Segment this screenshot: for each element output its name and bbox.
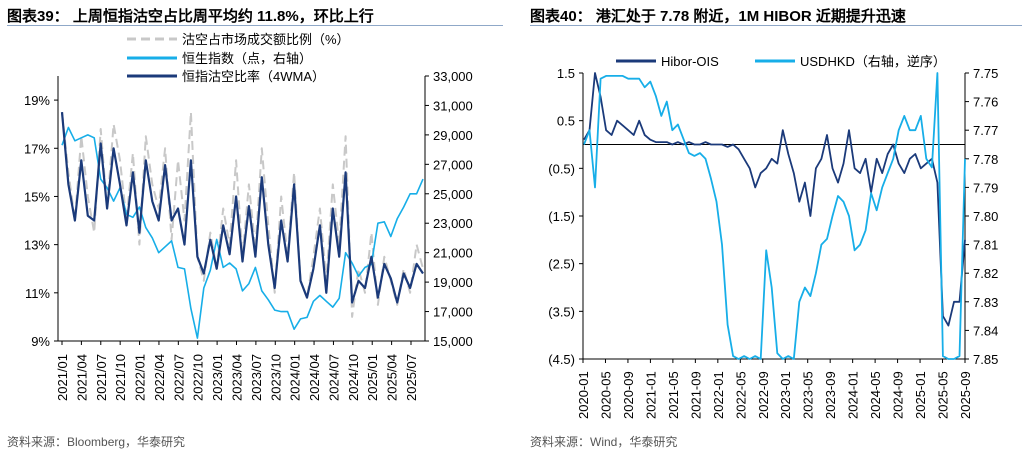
left-source-note: 资料来源：Bloomberg，华泰研究 <box>7 435 186 449</box>
right-source-note: 资料来源：Wind，华泰研究 <box>530 435 678 449</box>
left-tick-label: 11% <box>25 286 50 301</box>
legend-label: 沽空占市场成交额比例（%） <box>182 32 350 47</box>
legend-label: 恒生指数（点，右轴） <box>182 51 312 66</box>
x-tick-label: 2022/07 <box>171 354 186 401</box>
left-tick-label: 19% <box>24 93 50 108</box>
series-line-2 <box>60 112 424 304</box>
x-tick-label: 2025-01 <box>913 371 928 419</box>
series-line-1 <box>583 72 966 360</box>
right-tick-label: 7.78 <box>973 152 998 167</box>
short-selling-chart: 9% 11% 13% 15% 17% 19% 15,000 17,000 19,000 21,00… <box>24 32 473 401</box>
x-tick-label: 2021-05 <box>666 371 681 419</box>
right-tick-label: 7.77 <box>973 123 998 138</box>
x-tick-label: 2022/04 <box>152 354 167 401</box>
right-tick-label: 15,000 <box>433 334 473 349</box>
left-chart-title: 图表39： 上周恒指沽空占比周平均约 11.8%，环比上行 <box>7 8 374 25</box>
right-tick-label: 7.76 <box>973 95 998 110</box>
x-tick-label: 2020-01 <box>576 371 591 419</box>
x-tick-label: 2023-01 <box>778 371 793 419</box>
x-tick-label: 2021/07 <box>94 354 109 401</box>
right-tick-label: 25,000 <box>433 187 473 202</box>
x-tick-label: 2025/01 <box>365 354 380 401</box>
x-tick-label: 2020-05 <box>598 371 613 419</box>
left-tick-label: (1.5) <box>548 209 575 224</box>
x-tick-label: 2021-01 <box>643 371 658 419</box>
x-tick-label: 2024/10 <box>346 354 361 401</box>
legend-label: USDHKD（右轴，逆序） <box>800 54 946 69</box>
right-tick-label: 7.85 <box>973 352 998 367</box>
left-tick-label: 15% <box>24 189 50 204</box>
legend-label: Hibor-OIS <box>661 54 719 69</box>
x-tick-label: 2024-09 <box>891 371 906 419</box>
left-tick-label: 17% <box>24 141 50 156</box>
right-tick-label: 31,000 <box>433 98 473 113</box>
right-tick-label: 7.81 <box>973 238 998 253</box>
x-tick-label: 2023/04 <box>230 354 245 401</box>
right-tick-label: 19,000 <box>433 275 473 290</box>
x-tick-label: 2022/10 <box>191 354 206 401</box>
right-tick-label: 23,000 <box>433 216 473 231</box>
right-tick-label: 7.82 <box>973 266 998 281</box>
left-tick-label: 9% <box>31 334 50 349</box>
right-tick-label: 17,000 <box>433 305 473 320</box>
x-tick-label: 2025-05 <box>936 371 951 419</box>
x-tick-label: 2023-09 <box>823 371 838 419</box>
x-tick-label: 2023/07 <box>249 354 264 401</box>
left-tick-label: (3.5) <box>548 304 575 319</box>
x-tick-label: 2023/01 <box>210 354 225 401</box>
right-tick-label: 7.79 <box>973 180 998 195</box>
x-tick-label: 2025/07 <box>404 354 419 401</box>
right-title-divider <box>530 25 1022 26</box>
left-tick-label: (4.5) <box>548 352 575 367</box>
legend-label: 恒指沽空比率（4WMA） <box>182 69 325 84</box>
x-tick-label: 2022-09 <box>756 371 771 419</box>
x-tick-label: 2023-05 <box>801 371 816 419</box>
x-tick-label: 2024/01 <box>288 354 303 401</box>
left-tick-label: 0.5 <box>557 114 575 129</box>
x-tick-label: 2022-05 <box>733 371 748 419</box>
series-line-0 <box>583 72 966 327</box>
x-tick-label: 2022/01 <box>133 354 148 401</box>
right-tick-label: 33,000 <box>433 69 473 84</box>
x-tick-label: 2024/04 <box>307 354 322 401</box>
x-tick-label: 2021/10 <box>113 354 128 401</box>
left-tick-label: (0.5) <box>548 161 575 176</box>
x-tick-label: 2025-09 <box>958 371 973 419</box>
x-tick-label: 2021/04 <box>74 354 89 401</box>
x-tick-label: 2025/04 <box>385 354 400 401</box>
right-tick-label: 7.80 <box>973 209 998 224</box>
x-tick-label: 2024-01 <box>846 371 861 419</box>
x-tick-label: 2024-05 <box>868 371 883 419</box>
x-tick-label: 2022-01 <box>711 371 726 419</box>
left-tick-label: 13% <box>24 238 50 253</box>
x-tick-label: 2023/10 <box>268 354 283 401</box>
right-tick-label: 7.84 <box>973 323 998 338</box>
right-tick-label: 7.83 <box>973 295 998 310</box>
left-tick-label: 1.5 <box>557 66 575 81</box>
x-tick-label: 2024/07 <box>326 354 341 401</box>
left-tick-label: (2.5) <box>548 257 575 272</box>
right-chart-title: 图表40： 港汇处于 7.78 附近，1M HIBOR 近期提升迅速 <box>530 8 906 25</box>
right-tick-label: 27,000 <box>433 157 473 172</box>
x-tick-label: 2021-09 <box>688 371 703 419</box>
right-tick-label: 29,000 <box>433 128 473 143</box>
x-tick-label: 2020-09 <box>621 371 636 419</box>
hkd-hibor-chart: 1.5 0.5 (0.5) (1.5) (2.5) (3.5) (4.5) 7.75 7.76 7… <box>548 54 998 419</box>
right-tick-label: 21,000 <box>433 246 473 261</box>
left-title-divider <box>7 25 503 26</box>
right-tick-label: 7.75 <box>973 66 998 81</box>
x-tick-label: 2021/01 <box>55 354 70 401</box>
